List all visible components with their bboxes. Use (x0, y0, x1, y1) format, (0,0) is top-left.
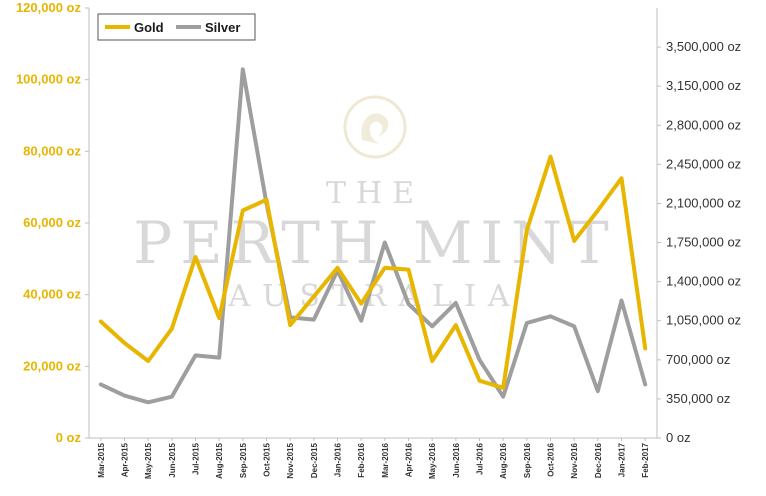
right-tick-label: 2,800,000 oz (666, 117, 741, 132)
right-tick-label: 1,750,000 oz (666, 235, 741, 250)
right-tick-label: 3,150,000 oz (666, 78, 741, 93)
x-tick-label: Aug-2015 (215, 442, 224, 479)
x-tick-label: May-2015 (144, 442, 153, 479)
right-tick-label: 1,400,000 oz (666, 274, 741, 289)
legend-silver-label: Silver (205, 20, 240, 35)
x-tick-label: Nov-2015 (286, 442, 295, 478)
x-tick-label: Oct-2016 (547, 442, 556, 476)
right-tick-label: 1,050,000 oz (666, 313, 741, 328)
series-lines (98, 67, 648, 405)
x-tick-label: Jan-2016 (334, 442, 343, 477)
right-tick-label: 3,500,000 oz (666, 39, 741, 54)
right-tick-label: 2,450,000 oz (666, 156, 741, 171)
left-tick-label: 80,000 oz (23, 143, 81, 158)
left-tick-label: 120,000 oz (16, 0, 82, 15)
x-tick-label: Sep-2015 (239, 442, 248, 478)
right-axis-ticks: 0 oz 350,000 oz 700,000 oz 1,050,000 oz 1,40… (657, 39, 741, 445)
x-tick-label: Sep-2016 (523, 442, 532, 478)
x-axis-ticks: Mar-2015 Apr-2015 May-2015 Jun-2015 Jul-2015… (97, 438, 650, 479)
series-line-silver (98, 67, 648, 405)
legend: Gold Silver (97, 13, 256, 41)
watermark-line1: THE (326, 176, 424, 211)
x-tick-label: Feb-2016 (357, 442, 366, 477)
x-tick-label: Nov-2016 (570, 442, 579, 478)
legend-box (97, 13, 256, 41)
x-tick-label: Jun-2015 (168, 442, 177, 477)
x-tick-label: Dec-2016 (594, 442, 603, 478)
series-line-gold (98, 154, 648, 390)
x-tick-label: Jun-2016 (452, 442, 461, 477)
left-axis-ticks: 0 oz 20,000 oz 40,000 oz 60,000 oz 80,000 oz… (16, 0, 89, 445)
x-tick-label: Apr-2015 (121, 442, 130, 477)
right-tick-label: 700,000 oz (666, 352, 730, 367)
x-tick-label: Mar-2016 (381, 442, 390, 477)
x-tick-label: Feb-2017 (641, 442, 650, 477)
legend-gold-label: Gold (134, 20, 164, 35)
left-tick-label: 0 oz (56, 430, 82, 445)
right-tick-label: 350,000 oz (666, 391, 730, 406)
left-tick-label: 20,000 oz (23, 358, 81, 373)
watermark-line2: PERTH MINT (133, 209, 616, 277)
x-tick-label: Dec-2015 (310, 442, 319, 478)
right-tick-label: 2,100,000 oz (666, 195, 741, 210)
swan-logo-icon (343, 95, 407, 159)
x-tick-label: Jan-2017 (618, 442, 627, 477)
x-tick-label: Jul-2016 (476, 442, 485, 475)
x-tick-label: Aug-2016 (499, 442, 508, 479)
x-tick-label: Mar-2015 (97, 442, 106, 477)
right-tick-label: 0 oz (666, 430, 691, 445)
left-tick-label: 100,000 oz (16, 72, 82, 87)
left-tick-label: 60,000 oz (23, 215, 81, 230)
x-tick-label: Apr-2016 (405, 442, 414, 477)
x-tick-label: Jul-2015 (192, 442, 201, 475)
x-tick-label: May-2016 (428, 442, 437, 479)
left-tick-label: 40,000 oz (23, 287, 81, 302)
x-tick-label: Oct-2015 (263, 442, 272, 476)
